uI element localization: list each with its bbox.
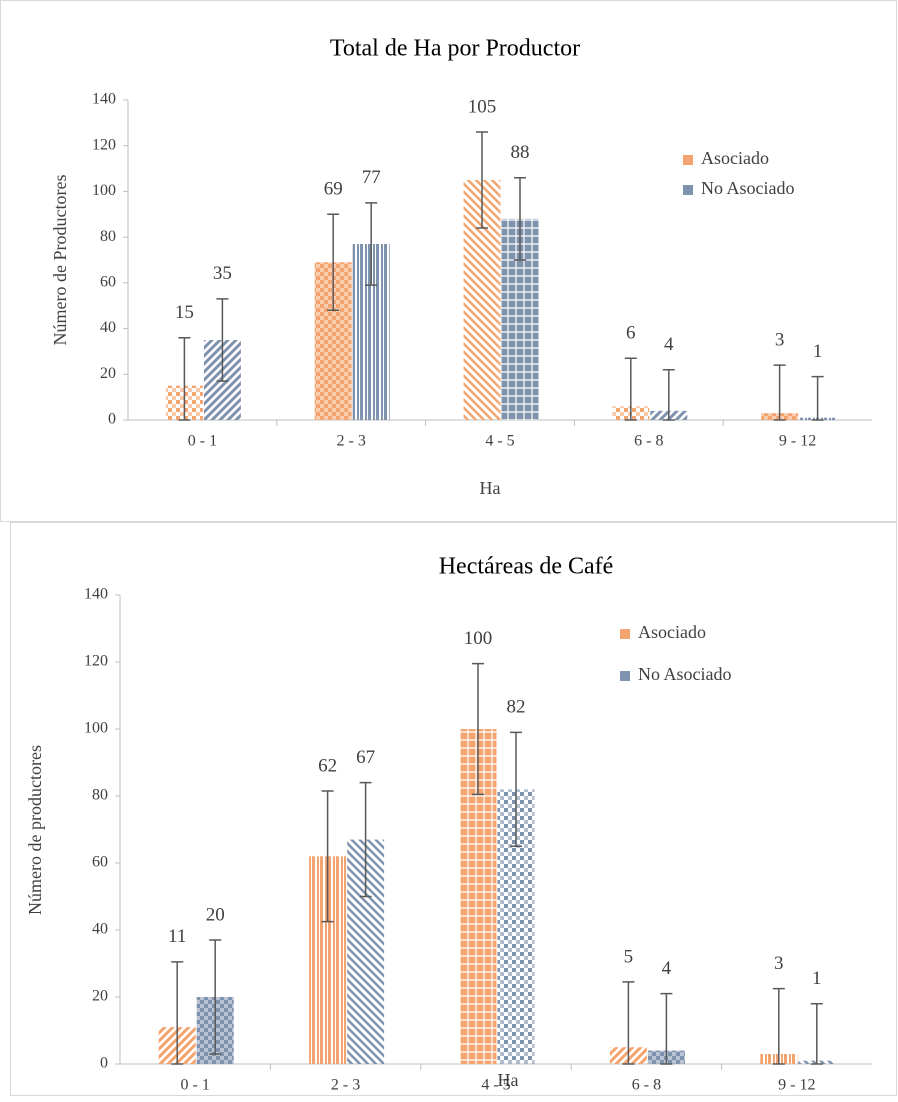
error-bar bbox=[472, 662, 484, 796]
value-label: 1 bbox=[813, 341, 823, 362]
value-label: 4 bbox=[664, 334, 674, 355]
y-tick-label: 40 bbox=[100, 319, 116, 336]
y-tick-label: 120 bbox=[84, 653, 108, 670]
y-axis-title: Número de productores bbox=[25, 745, 45, 915]
error-bar bbox=[359, 781, 372, 898]
value-label: 6 bbox=[626, 323, 636, 344]
value-label: 3 bbox=[774, 953, 784, 974]
error-bar bbox=[476, 131, 488, 229]
value-label: 20 bbox=[206, 904, 225, 925]
x-tick-label: 4 - 5 bbox=[485, 433, 514, 450]
x-axis-title: Ha bbox=[480, 478, 501, 498]
error-bar bbox=[624, 357, 637, 421]
chart-title: Total de Ha por Productor bbox=[330, 36, 580, 62]
error-bar bbox=[810, 1002, 823, 1065]
x-tick-label: 6 - 8 bbox=[632, 1077, 661, 1094]
chart-border bbox=[10, 522, 897, 1096]
y-tick-label: 20 bbox=[92, 988, 108, 1005]
y-tick-label: 80 bbox=[92, 787, 108, 804]
error-bar bbox=[365, 202, 378, 286]
value-label: 82 bbox=[507, 697, 526, 718]
x-tick-label: 6 - 8 bbox=[634, 433, 663, 450]
error-bar bbox=[660, 992, 673, 1065]
legend-label: Asociado bbox=[701, 148, 769, 168]
error-bar bbox=[178, 336, 191, 421]
legend-marker bbox=[683, 185, 693, 195]
value-label: 62 bbox=[318, 755, 337, 776]
x-tick-label: 9 - 12 bbox=[778, 1077, 815, 1094]
error-bar bbox=[327, 213, 340, 312]
x-tick-label: 4 - 5 bbox=[481, 1077, 510, 1094]
error-bar bbox=[622, 981, 635, 1065]
x-tick-label: 2 - 3 bbox=[337, 433, 366, 450]
y-tick-label: 0 bbox=[108, 411, 116, 428]
y-tick-label: 20 bbox=[100, 365, 116, 382]
value-label: 77 bbox=[362, 167, 381, 188]
error-bar bbox=[662, 368, 675, 421]
y-tick-label: 140 bbox=[84, 586, 108, 603]
y-tick-label: 140 bbox=[92, 91, 116, 108]
error-bar bbox=[510, 731, 522, 847]
legend-marker bbox=[620, 671, 630, 681]
y-tick-label: 100 bbox=[84, 720, 108, 737]
error-bar bbox=[209, 939, 222, 1055]
y-tick-label: 60 bbox=[100, 274, 116, 291]
y-tick-label: 60 bbox=[92, 854, 108, 871]
value-label: 105 bbox=[468, 96, 497, 117]
x-tick-label: 9 - 12 bbox=[779, 433, 816, 450]
value-label: 100 bbox=[464, 628, 493, 649]
legend-label: Asociado bbox=[638, 622, 706, 642]
x-tick-label: 0 - 1 bbox=[181, 1077, 210, 1094]
chart-title: Hectáreas de Café bbox=[439, 554, 614, 580]
error-bar bbox=[773, 364, 786, 421]
value-label: 3 bbox=[775, 330, 785, 351]
value-label: 5 bbox=[624, 946, 634, 967]
value-label: 4 bbox=[662, 958, 672, 979]
error-bar bbox=[216, 298, 229, 382]
y-tick-label: 80 bbox=[100, 228, 116, 245]
y-axis-title: Número de Productores bbox=[50, 175, 70, 346]
y-tick-label: 100 bbox=[92, 182, 116, 199]
legend-label: No Asociado bbox=[701, 178, 795, 198]
error-bar bbox=[171, 961, 184, 1065]
value-label: 15 bbox=[175, 302, 194, 323]
value-label: 35 bbox=[213, 263, 232, 284]
x-axis-title: Ha bbox=[498, 1070, 519, 1090]
y-tick-label: 40 bbox=[92, 921, 108, 938]
value-label: 69 bbox=[324, 179, 343, 200]
legend-marker bbox=[683, 155, 693, 165]
value-label: 67 bbox=[356, 747, 375, 768]
chart-border bbox=[0, 0, 897, 522]
value-label: 11 bbox=[168, 926, 186, 947]
x-tick-label: 0 - 1 bbox=[188, 433, 217, 450]
x-tick-label: 2 - 3 bbox=[331, 1077, 360, 1094]
legend-marker bbox=[620, 629, 630, 639]
y-tick-label: 120 bbox=[92, 136, 116, 153]
legend-label: No Asociado bbox=[638, 664, 732, 684]
error-bar bbox=[514, 176, 526, 261]
error-bar bbox=[321, 790, 334, 923]
value-label: 1 bbox=[812, 968, 822, 989]
error-bar bbox=[811, 375, 824, 421]
y-tick-label: 0 bbox=[100, 1055, 108, 1072]
error-bar bbox=[772, 987, 785, 1065]
value-label: 88 bbox=[511, 142, 530, 163]
